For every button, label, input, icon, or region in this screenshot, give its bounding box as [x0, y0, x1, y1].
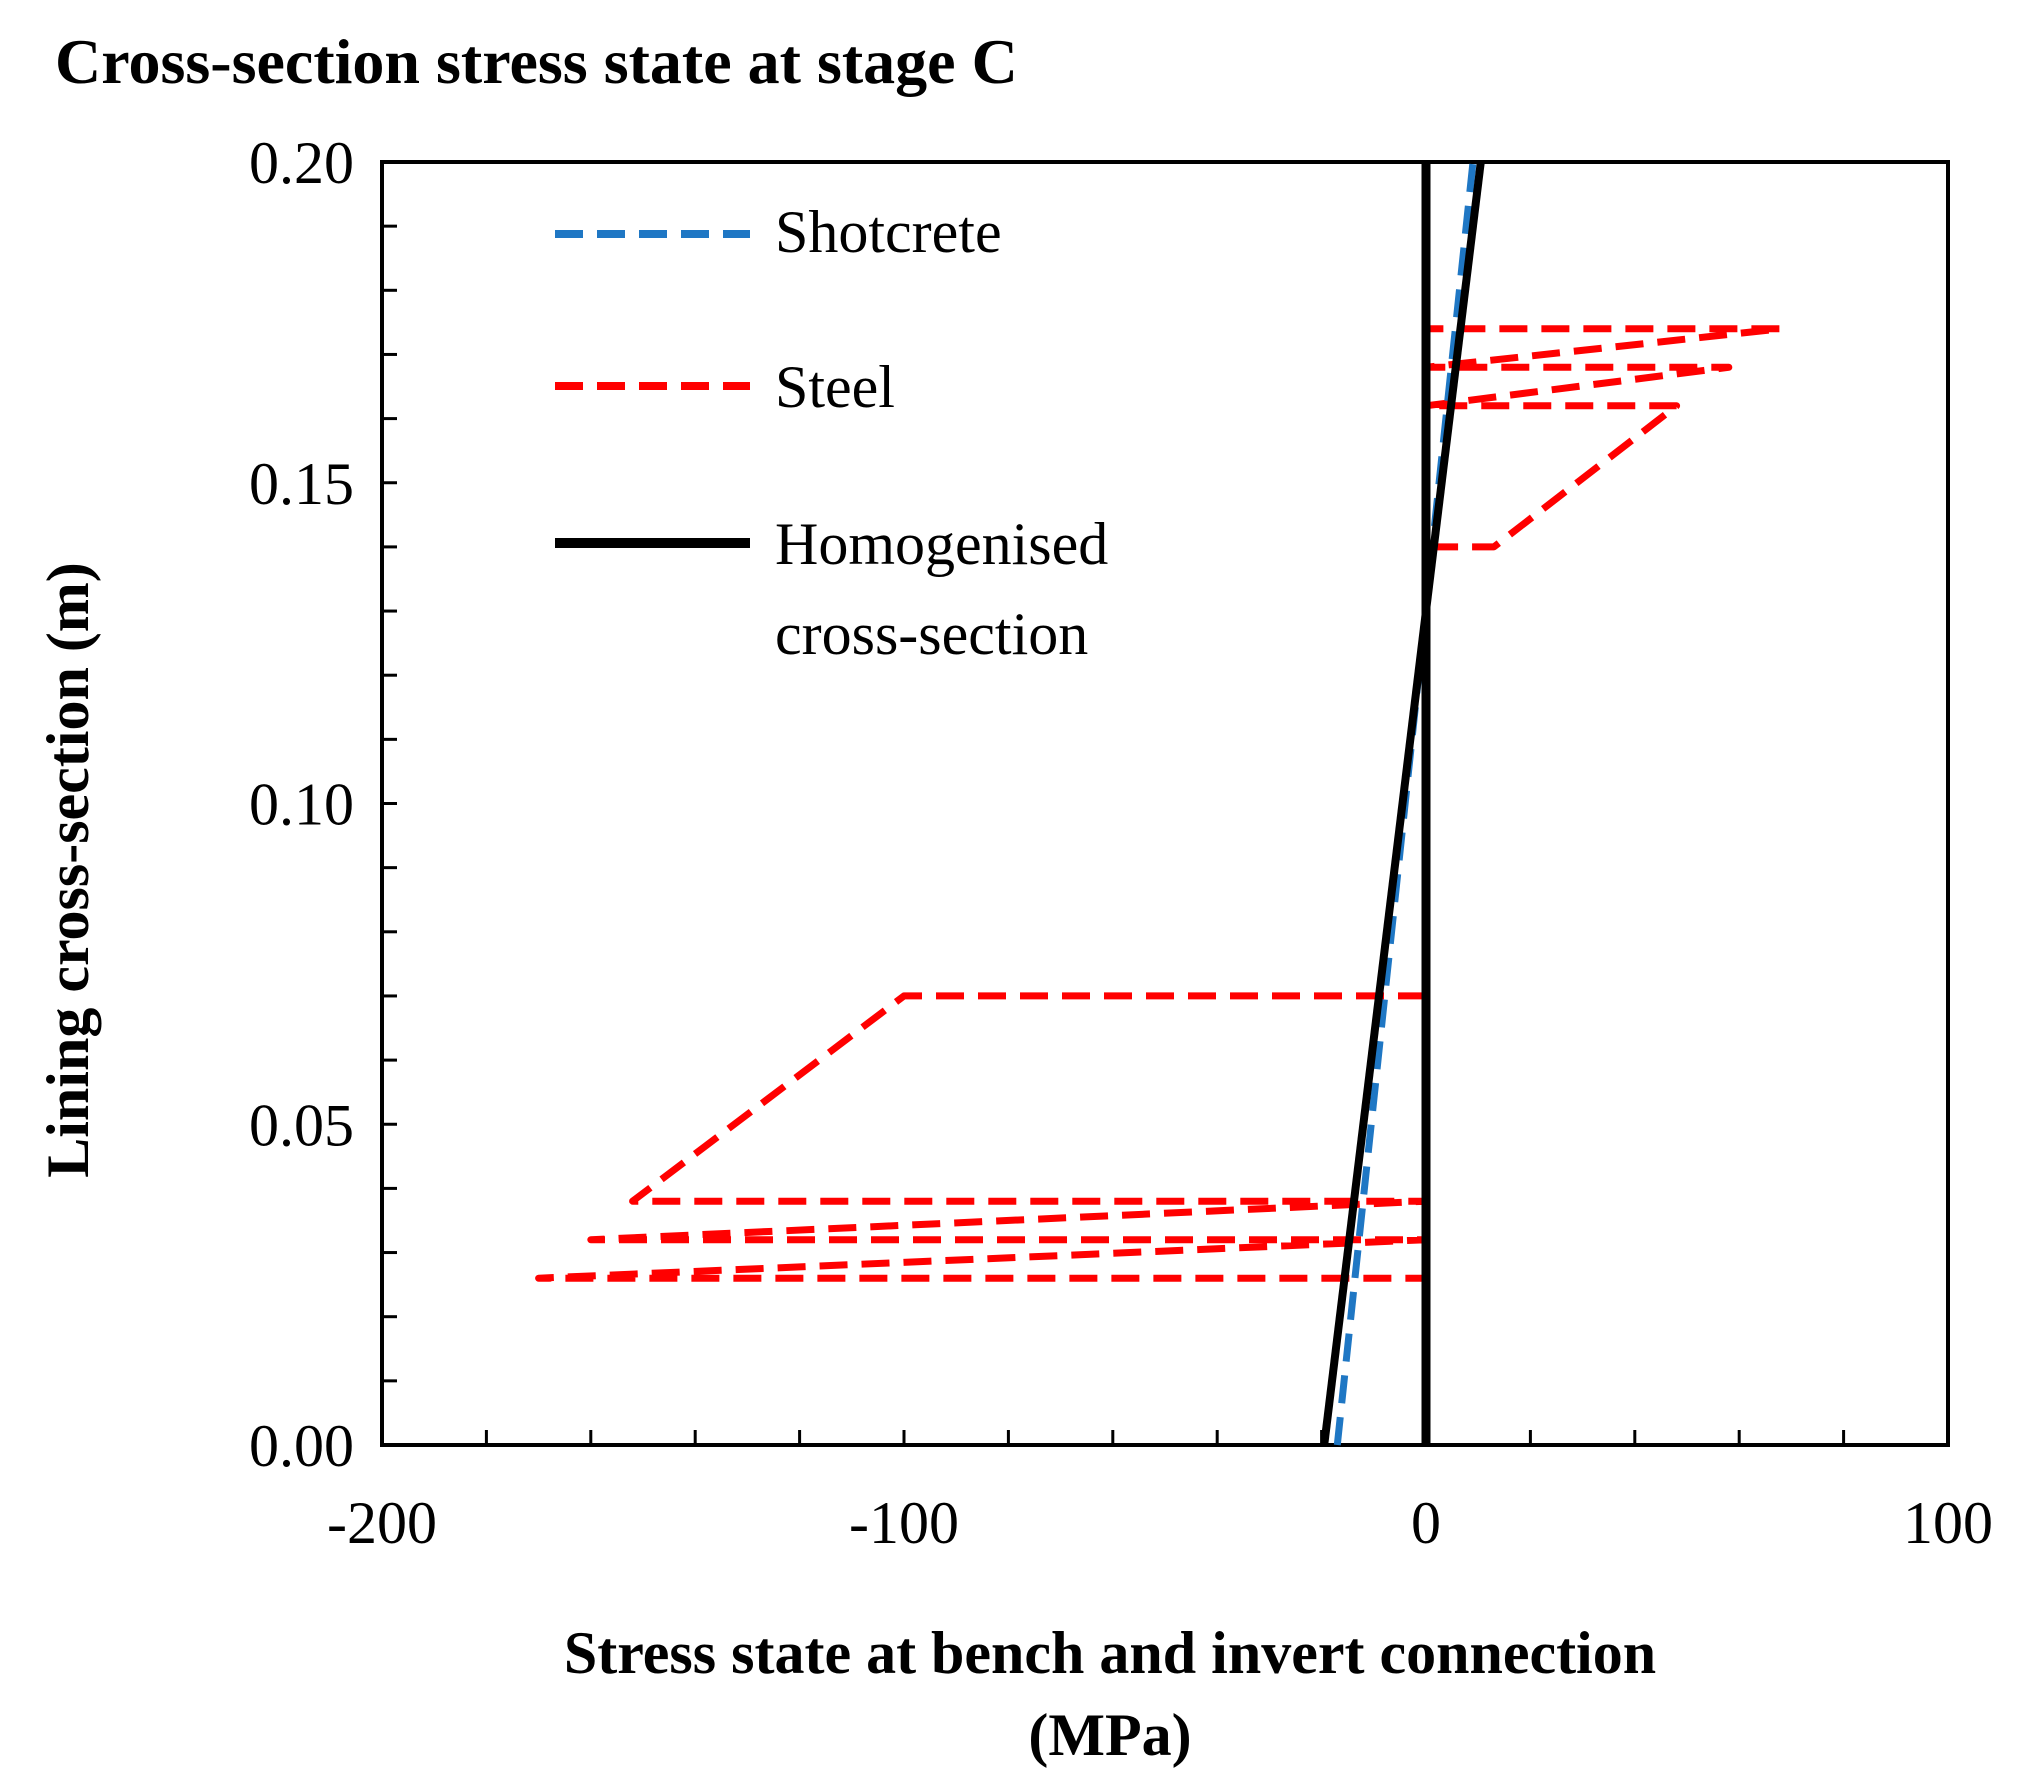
legend: Shotcrete Steel Homogenised cross-sectio…: [555, 199, 1108, 667]
x-tick-label: 0: [1411, 1490, 1441, 1556]
y-tick-label: 0.20: [249, 130, 354, 196]
x-tick-label: 100: [1903, 1490, 1993, 1556]
y-tick-label: 0.00: [249, 1413, 354, 1479]
legend-label-shotcrete: Shotcrete: [775, 199, 1002, 265]
y-tick-label: 0.05: [249, 1092, 354, 1158]
x-tick-label: -100: [849, 1490, 959, 1556]
y-axis-label: Lining cross-section (m): [35, 562, 101, 1178]
x-axis-label: Stress state at bench and invert connect…: [564, 1620, 1656, 1686]
series-steel: [535, 325, 1785, 1282]
series-homogenised-cross-section: [1320, 161, 1485, 1446]
y-tick-label: 0.15: [249, 451, 354, 517]
axis-ticks: [380, 160, 1950, 1447]
legend-label-homogenised-line2: cross-section: [775, 601, 1088, 667]
series-layer: [535, 161, 1785, 1446]
x-axis-label-units: (MPa): [1028, 1702, 1191, 1768]
chart-title: Cross-section stress state at stage C: [55, 26, 1018, 97]
x-tick-label: -200: [327, 1490, 437, 1556]
y-tick-label: 0.10: [249, 772, 354, 838]
legend-label-homogenised: Homogenised: [775, 511, 1108, 577]
x-axis-tick-labels: -200 -100 0 100: [327, 1490, 1993, 1556]
y-axis-tick-labels: 0.00 0.05 0.10 0.15 0.20: [249, 130, 354, 1479]
legend-label-steel: Steel: [775, 354, 895, 420]
